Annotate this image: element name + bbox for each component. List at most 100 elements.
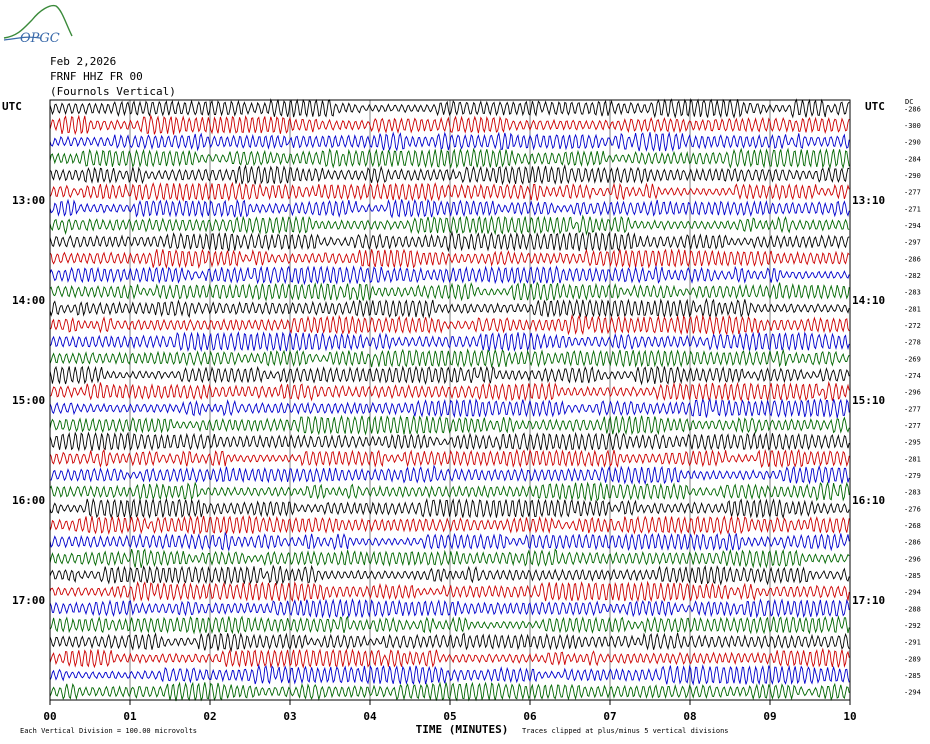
seismic-trace	[49, 214, 850, 236]
dc-offset-label: -268	[904, 522, 921, 530]
dc-offset-label: -300	[904, 122, 921, 130]
seismic-trace	[49, 414, 850, 436]
seismic-trace	[49, 497, 850, 520]
seismic-trace	[49, 481, 850, 502]
footer-scale-note: Each Vertical Division = 100.00 microvol…	[20, 727, 197, 735]
x-tick-label: 00	[43, 710, 56, 723]
seismic-trace	[49, 681, 850, 702]
seismic-trace	[49, 663, 850, 686]
x-tick-label: 10	[843, 710, 856, 723]
time-label-left: 17:00	[12, 594, 45, 607]
x-axis-label: TIME (MINUTES)	[416, 723, 509, 736]
seismic-trace	[49, 365, 850, 386]
seismic-trace	[49, 114, 850, 136]
seismic-trace	[49, 348, 850, 369]
dc-offset-label: -271	[904, 205, 921, 213]
time-label-right: 15:10	[852, 394, 885, 407]
time-label-left: 16:00	[12, 494, 45, 507]
time-label-left: 15:00	[12, 394, 45, 407]
time-label-right: 13:10	[852, 194, 885, 207]
dc-offset-label: -291	[904, 639, 921, 647]
dc-offset-label: -290	[904, 139, 921, 147]
seismic-trace	[49, 431, 850, 452]
time-label-left: 14:00	[12, 294, 45, 307]
dc-offset-label: -292	[904, 622, 921, 630]
logo-text: OPGC	[20, 31, 60, 46]
dc-offset-label: -296	[904, 555, 921, 563]
dc-offset-label: -282	[904, 272, 921, 280]
x-tick-label: 07	[603, 710, 616, 723]
dc-offset-label: -283	[904, 489, 921, 497]
x-tick-label: 05	[443, 710, 456, 723]
seismic-trace	[49, 514, 850, 536]
dc-offset-label: -283	[904, 289, 921, 297]
seismic-trace	[49, 314, 850, 336]
seismic-trace	[49, 147, 850, 170]
seismic-trace	[49, 330, 850, 352]
dc-offset-label: -295	[904, 439, 921, 447]
dc-offset-label: -277	[904, 422, 921, 430]
header-location: (Fournols Vertical)	[50, 85, 176, 98]
seismic-trace	[49, 531, 850, 552]
x-tick-label: 09	[763, 710, 776, 723]
time-label-right: 14:10	[852, 294, 885, 307]
seismic-trace	[49, 548, 850, 569]
footer-clip-note: Traces clipped at plus/minus 5 vertical …	[522, 727, 729, 735]
dc-offset-label: -285	[904, 572, 921, 580]
seismic-trace	[49, 380, 850, 402]
seismic-trace	[49, 464, 850, 486]
seismic-trace	[49, 647, 850, 669]
opgc-logo: OPGC	[3, 4, 73, 46]
dc-offset-label: -272	[904, 322, 921, 330]
dc-offset-label: -288	[904, 605, 921, 613]
seismic-trace	[49, 615, 850, 635]
dc-offset-label: -290	[904, 172, 921, 180]
dc-offset-label: -276	[904, 505, 921, 513]
header-station: FRNF HHZ FR 00	[50, 70, 143, 83]
dc-offset-label: -294	[904, 222, 921, 230]
seismic-trace	[49, 198, 850, 219]
seismic-trace	[49, 580, 850, 603]
dc-offset-label: -277	[904, 189, 921, 197]
utc-label-left: UTC	[2, 100, 22, 113]
time-label-left: 13:00	[12, 194, 45, 207]
dc-offset-label: -281	[904, 455, 921, 463]
seismic-trace	[49, 98, 850, 119]
seismic-trace	[49, 230, 850, 253]
x-tick-label: 04	[363, 710, 377, 723]
dc-offset-label: -286	[904, 539, 921, 547]
x-tick-label: 03	[283, 710, 296, 723]
x-tick-label: 02	[203, 710, 216, 723]
seismic-trace	[49, 632, 850, 653]
dc-offset-label: -296	[904, 389, 921, 397]
dc-offset-label: -297	[904, 239, 921, 247]
dc-offset-label: -269	[904, 355, 921, 363]
seismic-trace	[49, 248, 850, 270]
seismic-trace	[49, 131, 850, 153]
header-date: Feb 2,2026	[50, 55, 117, 68]
time-label-right: 17:10	[852, 594, 885, 607]
dc-offset-label: -284	[904, 155, 921, 163]
dc-offset-label: -279	[904, 472, 921, 480]
dc-offset-label: -277	[904, 405, 921, 413]
x-tick-label: 06	[523, 710, 537, 723]
seismic-trace	[49, 281, 850, 302]
dc-label: DC	[905, 98, 914, 106]
dc-offset-label: -285	[904, 672, 921, 680]
dc-offset-label: -281	[904, 305, 921, 313]
dc-offset-label: -286	[904, 105, 921, 113]
dc-offset-label: -294	[904, 589, 921, 597]
dc-offset-label: -289	[904, 655, 921, 663]
utc-label-right: UTC	[865, 100, 885, 113]
dc-offset-label: -274	[904, 372, 921, 380]
seismic-trace	[49, 598, 850, 619]
seismic-trace	[49, 264, 850, 286]
dc-offset-label: -278	[904, 339, 921, 347]
x-tick-label: 08	[683, 710, 696, 723]
seismic-trace	[49, 564, 850, 586]
time-label-right: 16:10	[852, 494, 885, 507]
seismic-trace	[49, 297, 850, 319]
dc-offset-label: -286	[904, 255, 921, 263]
dc-offset-label: -294	[904, 689, 921, 697]
